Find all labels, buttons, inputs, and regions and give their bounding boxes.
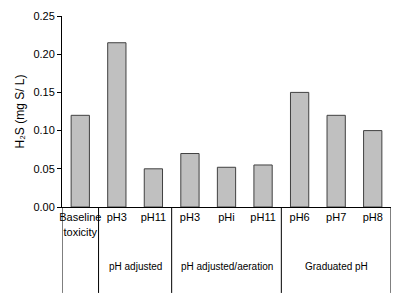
svg-text:pH7: pH7 [326,211,346,223]
svg-text:pH8: pH8 [363,211,383,223]
svg-text:pH11: pH11 [141,211,166,223]
svg-text:pH adjusted: pH adjusted [109,261,162,272]
svg-text:0.00: 0.00 [33,201,54,213]
svg-text:pH6: pH6 [290,211,310,223]
svg-text:0.25: 0.25 [33,10,54,22]
svg-text:0.10: 0.10 [33,124,54,136]
svg-text:pH adjusted/aeration: pH adjusted/aeration [181,261,273,272]
svg-text:Graduated pH: Graduated pH [305,261,368,272]
svg-text:H₂S (mg S/ L): H₂S (mg S/ L) [13,74,27,148]
svg-text:pH3: pH3 [107,211,127,223]
svg-text:pH11: pH11 [250,211,275,223]
svg-text:0.15: 0.15 [33,86,54,98]
svg-text:pH3: pH3 [180,211,200,223]
svg-text:pHi: pHi [218,211,235,223]
svg-text:Baselinetoxicity: Baselinetoxicity [59,211,101,237]
svg-text:0.05: 0.05 [33,163,54,175]
svg-text:0.20: 0.20 [33,48,54,60]
